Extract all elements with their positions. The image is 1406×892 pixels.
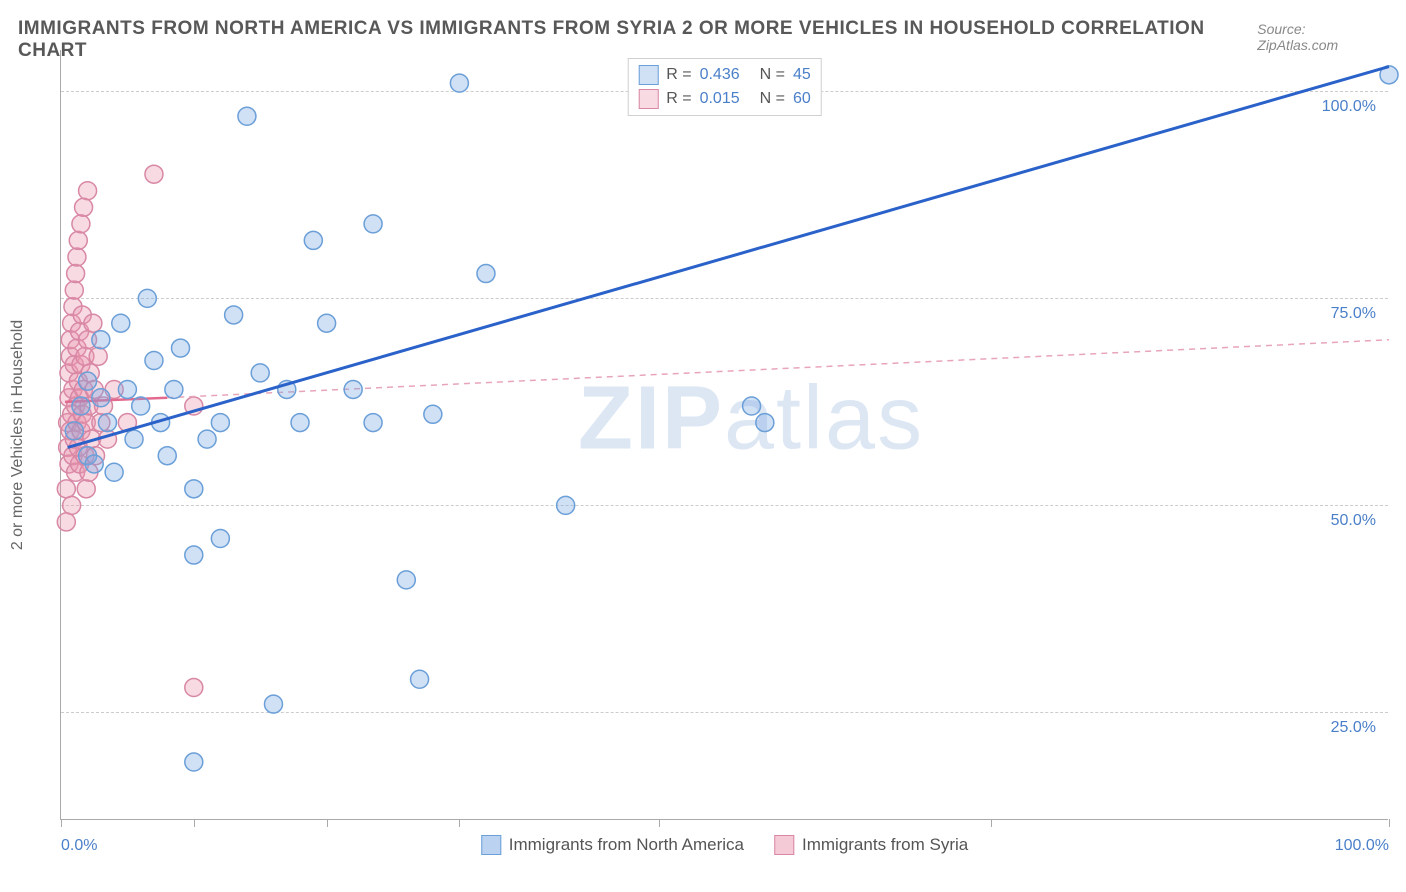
series-legend: Immigrants from North America Immigrants… [481, 835, 968, 855]
data-point [185, 546, 203, 564]
data-point [185, 753, 203, 771]
data-point [132, 397, 150, 415]
data-point [65, 281, 83, 299]
data-point [75, 198, 93, 216]
x-tick [659, 819, 660, 827]
data-point [125, 430, 143, 448]
data-point [158, 447, 176, 465]
data-point [85, 455, 103, 473]
data-point [65, 422, 83, 440]
data-point [185, 679, 203, 697]
data-point [165, 380, 183, 398]
correlation-legend: R = 0.436 N = 45 R = 0.015 N = 60 [627, 58, 822, 116]
chart-area: 2 or more Vehicles in Household ZIPatlas… [48, 50, 1388, 820]
data-point [98, 414, 116, 432]
data-point [67, 265, 85, 283]
x-tick [459, 819, 460, 827]
data-point [211, 529, 229, 547]
x-tick-label: 0.0% [61, 837, 97, 855]
data-point [112, 314, 130, 332]
legend-item-na: Immigrants from North America [481, 835, 744, 855]
data-point [318, 314, 336, 332]
legend-row-syria: R = 0.015 N = 60 [638, 87, 811, 111]
source-label: Source: ZipAtlas.com [1257, 21, 1388, 53]
data-point [424, 405, 442, 423]
data-point [138, 289, 156, 307]
data-point [63, 496, 81, 514]
data-point [145, 351, 163, 369]
data-point [264, 695, 282, 713]
data-point [364, 414, 382, 432]
legend-item-syria: Immigrants from Syria [774, 835, 968, 855]
swatch-syria [638, 89, 658, 109]
data-point [172, 339, 190, 357]
data-point [211, 414, 229, 432]
data-point [77, 480, 95, 498]
data-point [118, 380, 136, 398]
swatch-na [638, 65, 658, 85]
swatch-na-bottom [481, 835, 501, 855]
data-point [145, 165, 163, 183]
data-point [84, 314, 102, 332]
data-point [304, 231, 322, 249]
data-point [238, 107, 256, 125]
data-point [72, 397, 90, 415]
data-point [756, 414, 774, 432]
data-point [57, 480, 75, 498]
data-point [69, 231, 87, 249]
data-point [397, 571, 415, 589]
data-point [89, 347, 107, 365]
data-point [743, 397, 761, 415]
data-point [344, 380, 362, 398]
y-axis-label: 2 or more Vehicles in Household [9, 320, 27, 550]
data-point [225, 306, 243, 324]
x-tick [1389, 819, 1390, 827]
legend-row-na: R = 0.436 N = 45 [638, 63, 811, 87]
data-point [92, 331, 110, 349]
data-point [185, 480, 203, 498]
data-point [477, 265, 495, 283]
scatter-plot: ZIPatlas R = 0.436 N = 45 R = 0.015 N = … [60, 50, 1388, 820]
data-point [92, 389, 110, 407]
data-point [57, 513, 75, 531]
data-point [198, 430, 216, 448]
data-point [79, 372, 97, 390]
data-point [72, 215, 90, 233]
data-point [364, 215, 382, 233]
data-point [450, 74, 468, 92]
swatch-syria-bottom [774, 835, 794, 855]
data-point [411, 670, 429, 688]
data-point [68, 248, 86, 266]
x-tick [61, 819, 62, 827]
x-tick-label: 100.0% [1335, 837, 1389, 855]
data-point [251, 364, 269, 382]
x-tick [327, 819, 328, 827]
plot-svg [61, 50, 1389, 820]
data-point [79, 182, 97, 200]
data-point [557, 496, 575, 514]
data-point [291, 414, 309, 432]
x-tick [194, 819, 195, 827]
x-tick [991, 819, 992, 827]
data-point [105, 463, 123, 481]
